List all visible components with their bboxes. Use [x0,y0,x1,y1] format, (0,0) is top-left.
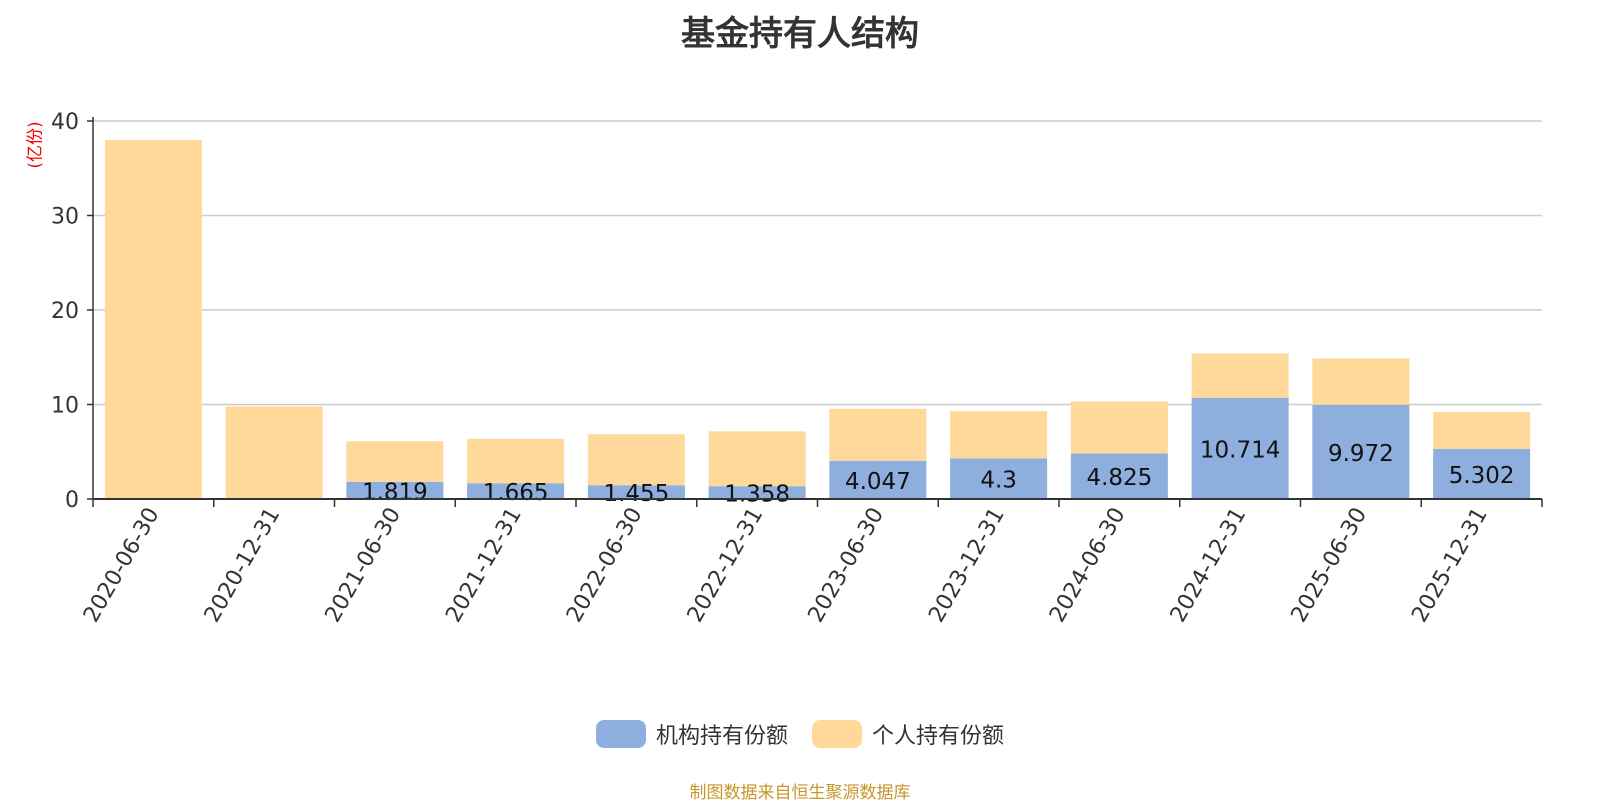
data-label: 4.825 [1086,465,1152,491]
x-tick-label: 2021-06-30 [320,504,406,627]
bar-individual [346,441,444,482]
bar-institutional [1070,453,1168,499]
x-tick-label: 2025-06-30 [1286,504,1372,627]
x-tick-label: 2023-06-30 [803,504,889,627]
y-tick-label: 40 [51,110,79,135]
x-tick-label-group: 2024-12-31 [1166,504,1252,627]
x-tick-label-group: 2025-06-30 [1286,504,1372,627]
legend-label: 机构持有份额 [655,724,788,749]
x-tick-label-group: 2021-06-30 [320,504,406,627]
x-tick-label: 2020-12-31 [200,504,286,627]
data-label: 4.047 [845,469,911,495]
x-tick-label-group: 2024-06-30 [1045,504,1131,627]
bar-institutional [346,481,444,499]
data-label: 5.302 [1449,463,1515,489]
data-label: 9.972 [1328,441,1394,467]
legend: 机构持有份额 个人持有份额 [0,718,1600,750]
bar-individual [1191,353,1289,398]
legend-item-institutional[interactable]: 机构持有份额 [595,718,788,750]
bar-institutional [1191,397,1289,499]
bar-institutional [587,485,685,499]
source-note: 制图数据来自恒生聚源数据库 [689,783,911,803]
bar-institutional [829,460,927,499]
bar-individual [829,408,927,461]
chart-title: 基金持有人结构 [681,14,919,54]
data-label: 1.819 [362,479,428,505]
bar-individual [467,438,565,484]
bar-individual [1312,358,1410,405]
bar-institutional [1312,404,1410,499]
x-tick-label: 2024-06-30 [1045,504,1131,627]
bar-individual [225,406,323,499]
bar-individual [1433,412,1531,449]
x-tick-label-group: 2022-12-31 [683,504,769,627]
y-tick-label: 20 [51,299,79,324]
x-tick-label-group: 2022-06-30 [562,504,648,627]
bar-individual [104,139,202,499]
legend-label: 个人持有份额 [872,724,1005,749]
bar-institutional [1433,448,1531,499]
data-label: 4.3 [980,468,1017,494]
x-tick-label-group: 2020-12-31 [200,504,286,627]
x-tick-label-group: 2025-12-31 [1407,504,1493,627]
x-tick-label: 2025-12-31 [1407,504,1493,627]
x-tick-label: 2022-12-31 [683,504,769,627]
bar-individual [1070,401,1168,454]
y-tick-label: 0 [65,488,79,513]
data-labels: 1.819 1.665 1.455 1.358 4.047 4.3 4.825 10.714 9… [362,437,1515,507]
legend-item-individual[interactable]: 个人持有份额 [812,718,1004,750]
x-tick-label-group: 2023-06-30 [803,504,889,627]
x-tick-label: 2021-12-31 [441,504,527,627]
bar-institutional [950,458,1048,499]
bar-institutional [467,483,565,499]
legend-swatch [595,720,646,748]
x-tick-label: 2020-06-30 [79,504,165,627]
data-label: 10.714 [1200,437,1280,463]
y-tick-label: 30 [51,205,79,230]
data-label: 1.455 [603,481,669,507]
x-tick-label-group: 2020-06-30 [79,504,165,627]
data-label: 1.665 [483,480,549,506]
x-tick-label-group: 2021-12-31 [441,504,527,627]
x-tick-label: 2023-12-31 [924,504,1010,627]
y-tick-label: 10 [51,394,79,419]
data-label: 1.358 [724,482,790,508]
bar-institutional [708,486,806,499]
bars [104,139,1531,499]
bar-individual [950,411,1048,459]
bar-individual [587,434,685,486]
bar-individual [708,431,806,487]
x-tick-label-group: 2023-12-31 [924,504,1010,627]
grid-lines [93,120,1542,406]
legend-swatch [812,720,862,748]
x-tick-label: 2022-06-30 [562,504,648,627]
x-tick-label: 2024-12-31 [1166,504,1252,627]
